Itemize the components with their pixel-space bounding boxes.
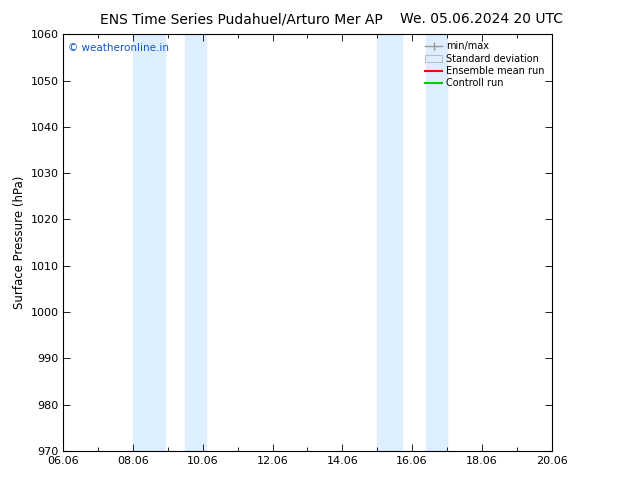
- Text: © weatheronline.in: © weatheronline.in: [68, 43, 169, 52]
- Bar: [133, 34, 165, 451]
- Bar: [377, 34, 402, 451]
- Bar: [426, 34, 447, 451]
- Bar: [186, 34, 207, 451]
- Legend: min/max, Standard deviation, Ensemble mean run, Controll run: min/max, Standard deviation, Ensemble me…: [423, 39, 547, 90]
- Text: We. 05.06.2024 20 UTC: We. 05.06.2024 20 UTC: [400, 12, 564, 26]
- Y-axis label: Surface Pressure (hPa): Surface Pressure (hPa): [13, 176, 26, 309]
- Text: ENS Time Series Pudahuel/Arturo Mer AP: ENS Time Series Pudahuel/Arturo Mer AP: [100, 12, 382, 26]
